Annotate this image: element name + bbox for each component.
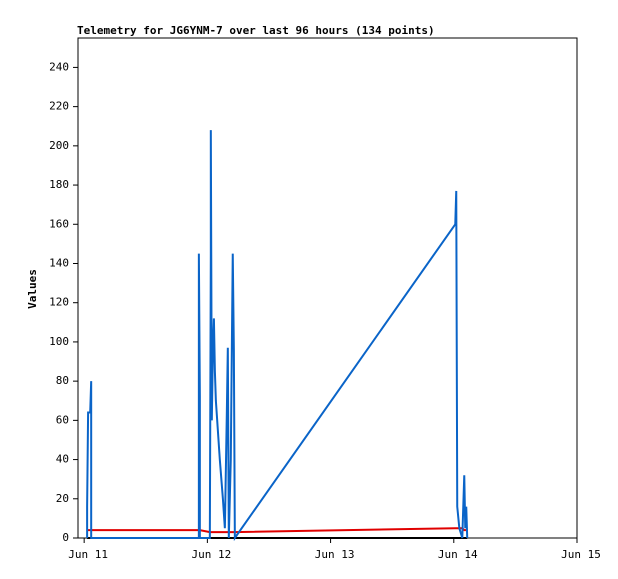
y-tick-label: 220	[49, 100, 69, 113]
series-line	[86, 130, 469, 542]
y-tick-label: 40	[56, 453, 69, 466]
y-tick-label: 200	[49, 139, 69, 152]
series-line	[87, 527, 468, 534]
y-tick-label: 0	[62, 531, 69, 544]
y-tick-label: 180	[49, 178, 69, 191]
x-tick-label: Jun 12	[191, 548, 231, 561]
y-tick-label: 80	[56, 374, 69, 387]
y-tick-label: 20	[56, 492, 69, 505]
x-tick-label: Jun 14	[438, 548, 478, 561]
y-tick-label: 100	[49, 335, 69, 348]
plot-frame	[77, 37, 578, 539]
y-tick-label: 240	[49, 60, 69, 73]
x-tick-label: Jun 13	[315, 548, 355, 561]
y-tick-label: 60	[56, 413, 69, 426]
chart-title: Telemetry for JG6YNM-7 over last 96 hour…	[77, 24, 435, 37]
y-tick-label: 160	[49, 217, 69, 230]
x-tick-label: Jun 15	[561, 548, 601, 561]
x-tick-label: Jun 11	[68, 548, 108, 561]
y-tick-label: 140	[49, 256, 69, 269]
y-tick-label: 120	[49, 296, 69, 309]
y-axis-label: Values	[26, 269, 39, 309]
